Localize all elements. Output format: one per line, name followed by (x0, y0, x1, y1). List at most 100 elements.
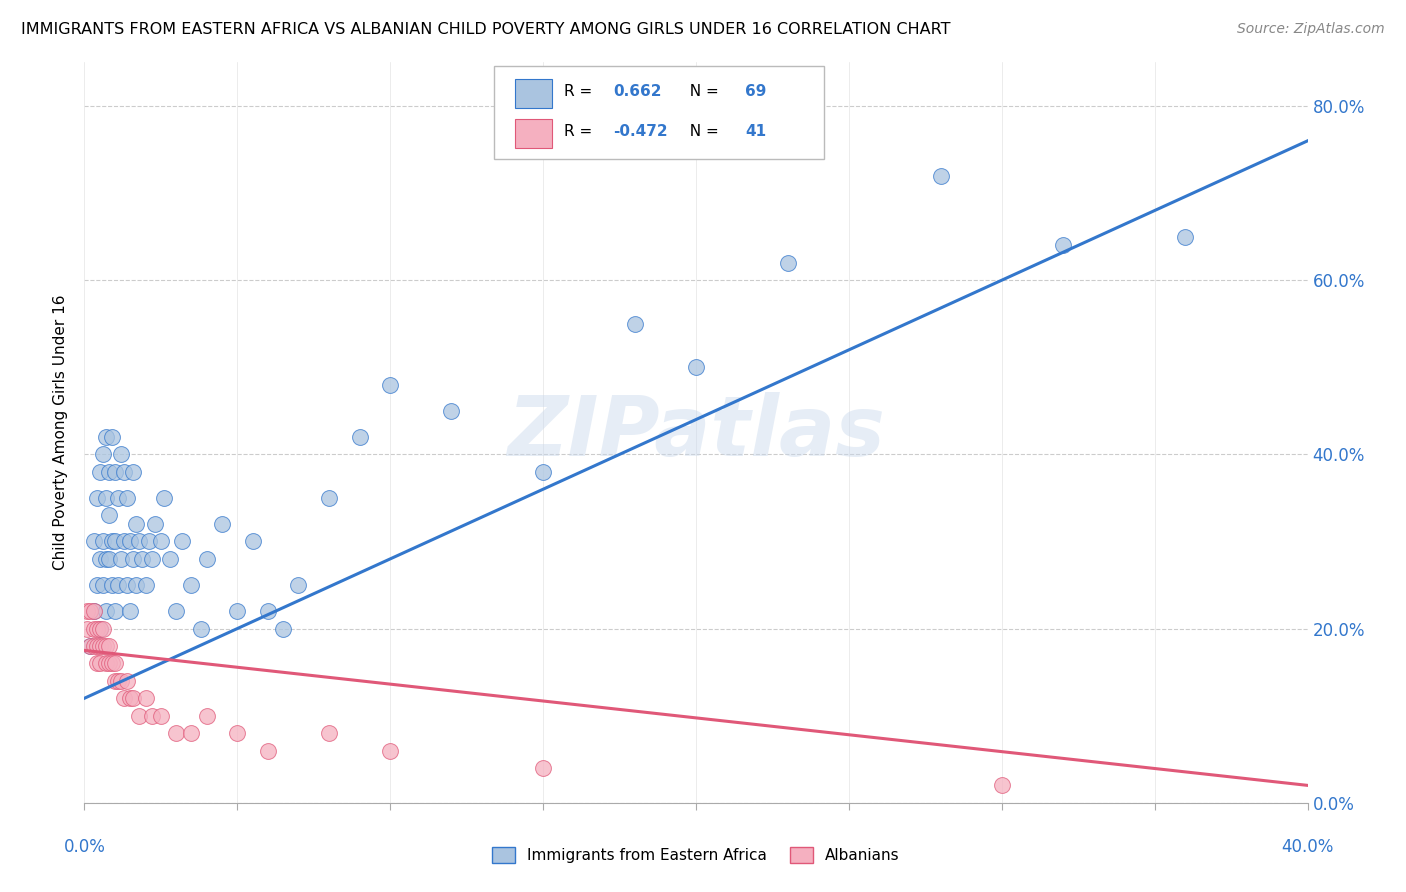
Point (94, 639, 117, 653)
Point (94, 604, 117, 618)
Text: N =: N = (681, 84, 724, 99)
Point (107, 491, 129, 505)
Point (287, 578, 309, 592)
Point (165, 604, 187, 618)
Bar (515, 78, 551, 108)
Point (97, 508, 120, 523)
Point (83, 604, 105, 618)
Point (929, 169, 952, 183)
FancyBboxPatch shape (494, 66, 824, 159)
Point (76, 604, 98, 618)
Point (83, 604, 105, 618)
Point (120, 691, 142, 706)
Point (135, 691, 157, 706)
Point (531, 465, 554, 479)
Point (86, 657, 108, 671)
Point (257, 743, 280, 757)
Point (97, 552, 120, 566)
Point (86, 578, 108, 592)
Point (115, 673, 138, 688)
Point (143, 517, 166, 532)
Point (83, 639, 105, 653)
Text: IMMIGRANTS FROM EASTERN AFRICA VS ALBANIAN CHILD POVERTY AMONG GIRLS UNDER 16 CO: IMMIGRANTS FROM EASTERN AFRICA VS ALBANI… (21, 22, 950, 37)
Point (94, 491, 117, 505)
Point (125, 578, 148, 592)
Point (101, 578, 124, 592)
Point (89, 552, 111, 566)
Point (107, 673, 129, 688)
Text: -0.472: -0.472 (613, 124, 668, 138)
Point (149, 534, 172, 549)
Text: N =: N = (681, 124, 724, 138)
Point (86, 491, 108, 505)
Point (91, 622, 114, 636)
Point (79, 604, 101, 618)
Point (195, 708, 218, 723)
Point (1174, 229, 1197, 244)
Point (257, 604, 280, 618)
Point (91, 534, 114, 549)
Point (180, 578, 202, 592)
Point (180, 726, 202, 740)
Point (104, 673, 127, 688)
Point (226, 604, 249, 618)
Point (110, 552, 132, 566)
Point (128, 708, 150, 723)
Point (89, 622, 111, 636)
Point (135, 578, 157, 592)
Point (89, 657, 111, 671)
Point (531, 761, 554, 775)
Point (153, 491, 176, 505)
Point (211, 517, 233, 532)
Point (318, 491, 340, 505)
Point (776, 256, 799, 270)
Point (440, 404, 463, 418)
Point (1052, 238, 1074, 252)
Point (115, 578, 138, 592)
Point (125, 517, 148, 532)
Point (380, 743, 402, 757)
Y-axis label: Child Poverty Among Girls Under 16: Child Poverty Among Girls Under 16 (53, 295, 69, 570)
Point (991, 778, 1014, 792)
Point (97, 639, 120, 653)
Point (380, 377, 402, 392)
Point (94, 657, 117, 671)
Point (83, 534, 105, 549)
Point (76, 622, 98, 636)
Text: 41: 41 (745, 124, 766, 138)
Text: 0.662: 0.662 (613, 84, 661, 99)
Point (149, 708, 172, 723)
Point (190, 622, 212, 636)
Point (112, 534, 135, 549)
Point (122, 552, 145, 566)
Point (172, 534, 194, 549)
Text: Source: ZipAtlas.com: Source: ZipAtlas.com (1237, 22, 1385, 37)
Point (138, 534, 160, 549)
Point (131, 552, 153, 566)
Point (91, 447, 114, 461)
Text: 40.0%: 40.0% (1281, 838, 1334, 855)
Point (112, 465, 135, 479)
Point (271, 622, 294, 636)
Point (115, 491, 138, 505)
Point (79, 639, 101, 653)
Point (86, 622, 108, 636)
Point (91, 639, 114, 653)
Point (165, 726, 187, 740)
Point (89, 465, 111, 479)
Text: 0.0%: 0.0% (63, 838, 105, 855)
Point (110, 673, 132, 688)
Text: ZIPatlas: ZIPatlas (508, 392, 884, 473)
Point (89, 622, 111, 636)
Point (89, 639, 111, 653)
Bar (515, 119, 551, 148)
Point (91, 578, 114, 592)
Legend: Immigrants from Eastern Africa, Albanians: Immigrants from Eastern Africa, Albanian… (486, 841, 905, 869)
Point (101, 430, 124, 444)
Point (120, 604, 142, 618)
Point (141, 708, 163, 723)
Point (110, 447, 132, 461)
Point (226, 726, 249, 740)
Text: R =: R = (564, 84, 598, 99)
Point (159, 552, 181, 566)
